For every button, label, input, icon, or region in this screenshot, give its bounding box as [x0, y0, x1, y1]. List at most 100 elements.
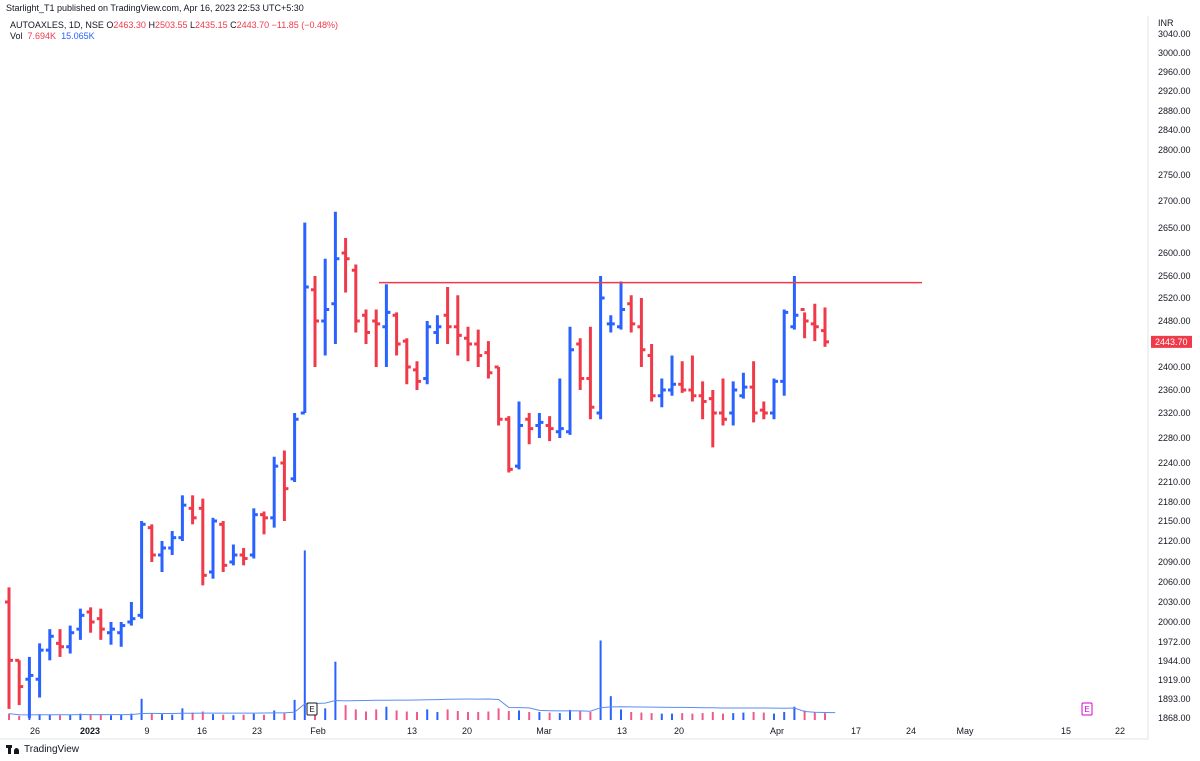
ohlc-bar	[790, 276, 799, 330]
volume-bar	[589, 712, 592, 720]
volume-bar	[507, 710, 510, 720]
ohlc-bar	[525, 413, 534, 445]
volume-bar	[150, 713, 153, 720]
price-tick-label: 1893.00	[1158, 694, 1191, 704]
price-tick-label: 2750.00	[1158, 170, 1191, 180]
ohlc-bar	[729, 381, 738, 426]
ohlc-bar	[188, 495, 197, 525]
volume-bar	[650, 713, 653, 720]
volume-bar	[487, 711, 490, 720]
volume-bar	[732, 713, 735, 720]
time-axis: 26 2023 9 16 23 Feb 13 20 Mar 13 20 Apr 17 24 May 15 22	[30, 726, 1125, 736]
volume-layer	[8, 550, 836, 720]
price-tick-label: 1919.00	[1158, 675, 1191, 685]
price-tick-label: 2960.00	[1158, 67, 1191, 77]
volume-bar	[181, 708, 184, 720]
price-tick-label: 2090.00	[1158, 557, 1191, 567]
close-value: 2443.70	[236, 20, 270, 30]
volume-bar	[518, 710, 520, 720]
volume-bar	[344, 705, 347, 720]
volume-bar	[762, 712, 765, 720]
time-tick-label: Apr	[770, 726, 784, 736]
price-tick-label: 2560.00	[1158, 271, 1191, 281]
price-tick-label: 3040.00	[1158, 29, 1191, 39]
price-tick-label: 2650.00	[1158, 223, 1191, 233]
volume-bar	[446, 709, 449, 720]
ohlc-bar	[392, 312, 401, 356]
volume-bar	[436, 712, 439, 720]
ohlc-bar	[15, 658, 24, 706]
volume-bar	[599, 640, 602, 720]
volume-bar	[140, 698, 143, 720]
price-tick-label: 2480.00	[1158, 316, 1191, 326]
price-tick-label: 2360.00	[1158, 385, 1191, 395]
ohlc-bar	[25, 656, 34, 718]
ohlc-bar	[372, 309, 381, 367]
ohlc-bar	[443, 287, 452, 344]
ohlc-bar	[270, 456, 279, 528]
ohlc-bar	[198, 498, 207, 586]
volume-bar	[395, 710, 398, 720]
volume-bar	[742, 712, 745, 720]
price-tick-label: 2180.00	[1158, 497, 1191, 507]
volume-bar	[752, 712, 755, 720]
price-tick-label: 2150.00	[1158, 516, 1191, 526]
publisher-caption: Starlight_T1 published on TradingView.co…	[6, 3, 304, 13]
price-tick-label: 2320.00	[1158, 408, 1191, 418]
time-tick-label: 26	[30, 726, 40, 736]
volume-bar	[538, 712, 541, 720]
ohlc-bar	[321, 258, 330, 356]
high-value: 2503.55	[154, 20, 188, 30]
ohlc-bar	[341, 238, 350, 293]
ohlc-bar	[402, 338, 411, 385]
ohlc-bar	[821, 307, 829, 347]
last-price-label: 2443.70	[1155, 337, 1188, 347]
ohlc-bar	[739, 372, 748, 399]
ohlc-bar	[545, 416, 554, 442]
low-label: L	[190, 20, 196, 30]
volume-bar	[671, 713, 673, 720]
ohlc-bar	[209, 517, 217, 579]
brand-footer[interactable]: TradingView	[6, 744, 79, 755]
vol-label: Vol	[10, 31, 23, 41]
ohlc-bar	[178, 495, 187, 541]
ohlc-bar	[86, 607, 95, 633]
volume-bar	[191, 712, 194, 720]
volume-bar	[558, 713, 561, 720]
ohlc-bar	[810, 303, 819, 342]
change-value: −11.85 (−0.48%)	[271, 20, 339, 30]
volume-bar	[416, 712, 418, 720]
ohlc-bar	[484, 341, 493, 379]
volume-bar	[201, 711, 204, 720]
ohlc-bar	[596, 276, 605, 420]
ohlc-bar	[555, 378, 564, 438]
volume-bar	[640, 712, 643, 720]
low-value: 2435.15	[195, 20, 228, 30]
ohlc-bar	[800, 308, 809, 339]
volume-bar	[660, 713, 663, 720]
price-tick-label: 3000.00	[1158, 48, 1191, 58]
volume-bar	[620, 709, 622, 720]
time-tick-label: 9	[144, 726, 149, 736]
ohlc-bar	[382, 284, 391, 367]
volume-bar	[691, 713, 694, 720]
volume-bar	[171, 714, 174, 720]
volume-legend: Vol 7.694K 15.065K	[10, 31, 95, 41]
volume-bar	[8, 713, 10, 720]
ohlc-bar	[688, 355, 697, 402]
ohlc-bars-layer	[5, 211, 829, 718]
ohlc-bar	[617, 281, 625, 330]
earnings-marker-label: E	[309, 705, 314, 714]
volume-bar	[803, 710, 806, 720]
price-tick-label: 2120.00	[1158, 536, 1191, 546]
price-tick-label: 2920.00	[1158, 86, 1191, 96]
ohlc-bar	[300, 222, 309, 415]
ohlc-bar	[260, 511, 268, 535]
price-tick-label: 2400.00	[1158, 362, 1191, 372]
ohlc-bar	[331, 211, 340, 344]
volume-bar	[48, 714, 51, 720]
volume-bar	[89, 714, 92, 720]
ohlc-bar	[158, 541, 166, 572]
